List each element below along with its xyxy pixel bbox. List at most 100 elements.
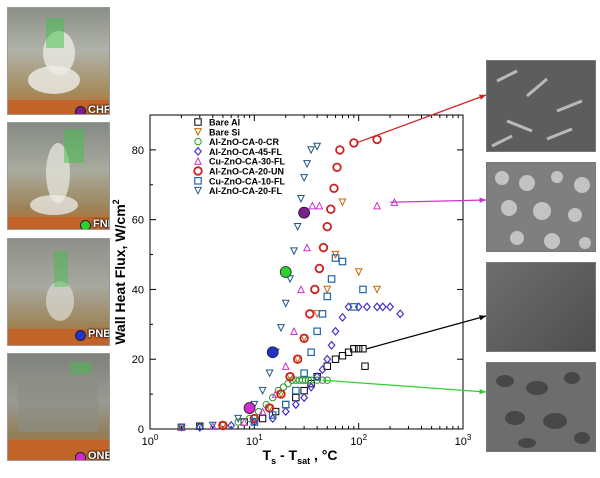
data-point-series-0 (350, 345, 358, 353)
callout-arrowhead (479, 197, 486, 203)
data-point-series-5 (329, 183, 339, 193)
data-point-series-5 (305, 309, 315, 319)
data-point-series-7 (313, 142, 322, 151)
legend-entry-label: Al-ZnO-CA-20-FL (209, 186, 282, 196)
data-point-series-7 (300, 174, 309, 183)
data-point-series-6 (327, 275, 336, 283)
data-point-series-7 (296, 195, 305, 204)
y-tick-label: 80 (132, 145, 144, 157)
pnb-marker-dot (75, 330, 86, 341)
pnb-label: PNB (88, 328, 110, 340)
legend-marker (194, 177, 202, 185)
data-point-series-3 (373, 302, 382, 312)
data-point-series-6 (281, 400, 290, 409)
regime-point-chf (298, 206, 311, 219)
legend-entry-label: Al-ZnO-CA-0-CR (209, 137, 279, 147)
data-point-series-0 (258, 414, 267, 423)
data-point-series-6 (268, 411, 277, 419)
data-point-series-4 (240, 417, 249, 426)
x-tick-label: 101 (246, 433, 263, 448)
data-point-series-7 (234, 414, 243, 423)
legend-entry-label: Cu-ZnO-CA-10-FL (209, 176, 285, 186)
chf-marker-dot (75, 106, 86, 114)
sem-texture (487, 61, 595, 151)
data-point-series-3 (396, 309, 405, 319)
data-point-series-3 (227, 420, 236, 431)
data-point-series-2 (284, 379, 292, 388)
data-point-series-4 (308, 201, 317, 210)
data-point-series-2 (279, 383, 288, 391)
data-point-series-3 (378, 302, 387, 312)
data-point-series-5 (318, 242, 329, 253)
callout-arrowhead (479, 315, 486, 321)
data-point-series-7 (293, 222, 302, 231)
legend-entry-label: Al-ZnO-CA-20-UN (209, 167, 284, 177)
data-point-series-3 (331, 326, 340, 336)
data-point-series-7 (265, 369, 274, 378)
data-point-series-6 (313, 327, 321, 336)
data-point-series-6 (323, 292, 332, 301)
data-point-series-2 (304, 376, 313, 384)
data-point-series-3 (281, 406, 290, 417)
data-point-series-3 (195, 422, 204, 432)
chf-label: CHF (88, 104, 110, 115)
data-point-series-5 (326, 204, 336, 214)
bubble-column-graphic (8, 362, 109, 460)
data-point-series-5 (332, 162, 342, 173)
y-tick-label: 40 (132, 284, 144, 296)
data-point-series-1 (373, 285, 382, 294)
y-tick-label: 60 (132, 215, 144, 227)
callout-arrowhead (479, 94, 486, 100)
data-point-series-7 (303, 160, 312, 169)
legend-entry-label: Al-ZnO-CA-45-FL (209, 147, 282, 157)
data-point-series-6 (350, 303, 358, 311)
data-point-series-5 (314, 263, 325, 274)
data-point-series-0 (359, 345, 367, 353)
legend-marker (194, 118, 202, 126)
x-tick-label: 103 (455, 433, 472, 448)
callout-arrow (356, 94, 487, 144)
data-point-series-4 (315, 201, 324, 210)
data-point-series-7 (258, 386, 267, 395)
data-point-series-5 (249, 413, 260, 424)
data-point-series-4 (258, 407, 267, 416)
legend-marker (193, 128, 203, 137)
sem-texture (487, 163, 595, 251)
data-point-series-5 (218, 420, 228, 431)
data-point-series-5 (299, 333, 309, 343)
data-point-series-7 (307, 146, 316, 155)
data-point-series-3 (386, 302, 395, 312)
data-point-series-3 (338, 312, 347, 322)
plot-frame (149, 114, 464, 430)
data-point-series-6 (300, 369, 308, 377)
data-point-series-3 (354, 302, 363, 312)
data-point-series-3 (362, 302, 371, 312)
x-tick-label: 100 (142, 433, 159, 448)
data-point-series-6 (250, 418, 259, 426)
callout-arrow (366, 315, 487, 350)
data-point-series-3 (291, 399, 300, 410)
data-point-series-2 (313, 376, 321, 384)
legend-marker (194, 137, 202, 146)
data-point-series-6 (292, 386, 300, 395)
callout-arrow (322, 379, 487, 393)
photo-onb: ONB (7, 353, 110, 461)
photo-fnb: FNB (7, 122, 110, 230)
data-point-series-4 (303, 243, 312, 252)
legend-marker (193, 166, 203, 176)
y-tick-label: 20 (132, 354, 144, 366)
data-point-series-4 (373, 201, 382, 210)
data-point-series-0 (331, 355, 340, 363)
regime-point-pnb (266, 346, 279, 359)
data-point-series-6 (338, 257, 347, 266)
data-point-series-5 (322, 221, 332, 232)
legend-entry-label: Bare Al (209, 118, 240, 128)
data-point-series-1 (323, 285, 332, 294)
data-point-series-3 (300, 392, 309, 403)
legend-entry-label: Cu-ZnO-CA-30-FL (209, 157, 285, 167)
sem-image-4 (486, 362, 596, 452)
data-point-series-7 (281, 299, 290, 308)
data-point-series-4 (289, 326, 299, 336)
